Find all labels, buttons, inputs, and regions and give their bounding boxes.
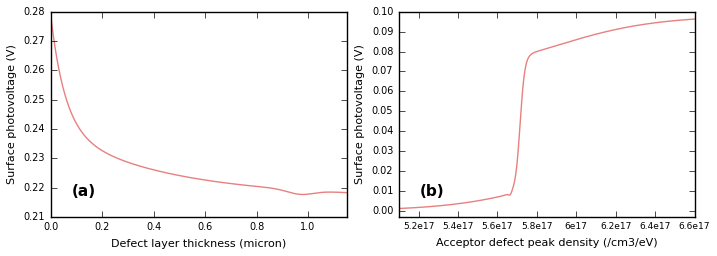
X-axis label: Defect layer thickness (micron): Defect layer thickness (micron): [111, 239, 286, 249]
Text: (a): (a): [72, 184, 95, 199]
Y-axis label: Surface photovoltage (V): Surface photovoltage (V): [6, 44, 16, 184]
X-axis label: Acceptor defect peak density (/cm3/eV): Acceptor defect peak density (/cm3/eV): [436, 238, 657, 248]
Y-axis label: Surface photovoltage (V): Surface photovoltage (V): [355, 44, 365, 184]
Text: (b): (b): [419, 184, 444, 199]
